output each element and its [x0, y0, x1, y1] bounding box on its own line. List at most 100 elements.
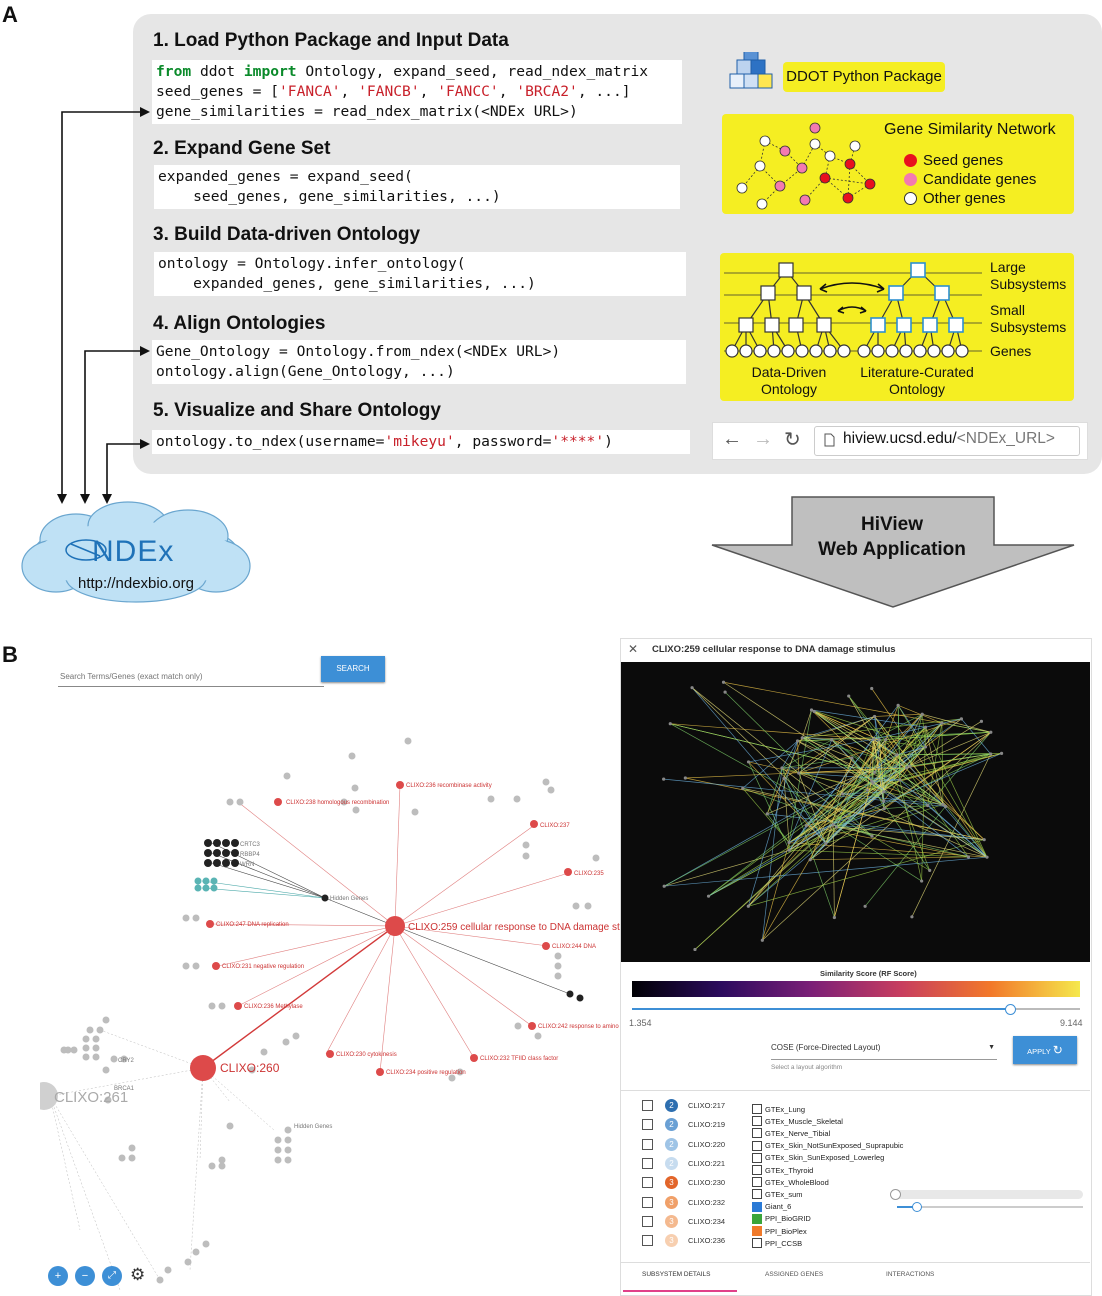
network-node[interactable]: [693, 948, 696, 951]
zoom-in-icon[interactable]: +: [48, 1266, 68, 1286]
feature-checkbox[interactable]: [752, 1177, 762, 1187]
network-node[interactable]: [796, 739, 799, 742]
network-node[interactable]: [883, 807, 886, 810]
network-node[interactable]: [782, 777, 785, 780]
network-node[interactable]: [788, 849, 791, 852]
clixo260-label[interactable]: CLIXO:260: [220, 1061, 280, 1075]
weight-slider-2[interactable]: [897, 1206, 1083, 1208]
network-node[interactable]: [813, 710, 816, 713]
network-node[interactable]: [669, 722, 672, 725]
tab-assigned-genes[interactable]: ASSIGNED GENES: [765, 1271, 823, 1278]
feature-checkbox[interactable]: [752, 1226, 762, 1236]
network-node[interactable]: [908, 765, 911, 768]
row-checkbox[interactable]: [642, 1139, 653, 1150]
network-node[interactable]: [870, 687, 873, 690]
network-node[interactable]: [882, 800, 885, 803]
network-node[interactable]: [741, 787, 744, 790]
threshold-slider-handle[interactable]: [1005, 1004, 1016, 1015]
network-node[interactable]: [941, 803, 944, 806]
row-checkbox[interactable]: [642, 1119, 653, 1130]
network-node[interactable]: [1000, 752, 1003, 755]
network-node[interactable]: [832, 823, 835, 826]
network-node[interactable]: [690, 686, 693, 689]
row-checkbox[interactable]: [642, 1100, 653, 1111]
close-icon[interactable]: ✕: [628, 642, 638, 656]
network-node[interactable]: [873, 771, 876, 774]
feature-option[interactable]: PPI_CCSB: [752, 1238, 802, 1248]
network-node[interactable]: [873, 715, 876, 718]
network-node[interactable]: [810, 708, 813, 711]
network-node[interactable]: [898, 778, 901, 781]
network-node[interactable]: [830, 738, 833, 741]
feature-option[interactable]: GTEx_sum: [752, 1189, 803, 1199]
network-node[interactable]: [895, 753, 898, 756]
network-node[interactable]: [878, 738, 881, 741]
tab-interactions[interactable]: INTERACTIONS: [886, 1271, 934, 1278]
main-node-label[interactable]: CLIXO:259 cellular response to DNA damag…: [408, 922, 620, 933]
reload-icon[interactable]: ↻: [784, 427, 801, 452]
feature-option[interactable]: GTEx_Skin_SunExposed_Lowerleg: [752, 1153, 884, 1163]
tab-subsystem-details[interactable]: SUBSYSTEM DETAILS: [642, 1271, 711, 1278]
network-node[interactable]: [847, 694, 850, 697]
network-node[interactable]: [864, 905, 867, 908]
network-node[interactable]: [809, 858, 812, 861]
feature-checkbox[interactable]: [752, 1165, 762, 1175]
network-node[interactable]: [866, 788, 869, 791]
network-node[interactable]: [761, 939, 764, 942]
network-node[interactable]: [921, 713, 924, 716]
search-input[interactable]: [58, 666, 324, 687]
network-node[interactable]: [960, 717, 963, 720]
feature-option[interactable]: GTEx_Nerve_Tibial: [752, 1128, 830, 1138]
network-node[interactable]: [841, 792, 844, 795]
feature-option[interactable]: Giant_6: [752, 1202, 791, 1212]
network-node[interactable]: [920, 879, 923, 882]
clixo261-label[interactable]: CLIXO:261: [54, 1089, 128, 1106]
feature-option[interactable]: PPI_BioGRID: [752, 1214, 811, 1224]
feature-checkbox[interactable]: [752, 1238, 762, 1248]
network-node[interactable]: [824, 842, 827, 845]
back-arrow-icon[interactable]: ←: [722, 428, 742, 451]
network-node[interactable]: [983, 838, 986, 841]
weight-slider-1[interactable]: [893, 1190, 1083, 1199]
network-node[interactable]: [882, 790, 885, 793]
network-node[interactable]: [884, 738, 887, 741]
forward-arrow-icon[interactable]: →: [753, 428, 773, 451]
network-node[interactable]: [722, 681, 725, 684]
network-node[interactable]: [872, 738, 875, 741]
weight-slider-1-handle[interactable]: [890, 1189, 901, 1200]
network-node[interactable]: [989, 731, 992, 734]
feature-checkbox[interactable]: [752, 1116, 762, 1126]
feature-option[interactable]: GTEx_WholeBlood: [752, 1177, 829, 1187]
feature-option[interactable]: GTEx_Muscle_Skeletal: [752, 1116, 843, 1126]
fit-icon[interactable]: ⤢: [102, 1266, 122, 1286]
network-node[interactable]: [835, 825, 838, 828]
ontology-graph[interactable]: CLIXO:238 homologous recombination CLIXO…: [40, 730, 620, 1294]
feature-option[interactable]: GTEx_Skin_NotSunExposed_Suprapubic: [752, 1141, 903, 1151]
network-node[interactable]: [924, 726, 927, 729]
network-node[interactable]: [985, 856, 988, 859]
network-node[interactable]: [905, 766, 908, 769]
feature-option[interactable]: PPI_BioPlex: [752, 1226, 807, 1236]
feature-checkbox[interactable]: [752, 1214, 762, 1224]
network-node[interactable]: [766, 812, 769, 815]
network-node[interactable]: [787, 841, 790, 844]
network-node[interactable]: [747, 760, 750, 763]
row-checkbox[interactable]: [642, 1158, 653, 1169]
network-node[interactable]: [801, 736, 804, 739]
network-node[interactable]: [967, 855, 970, 858]
network-node[interactable]: [910, 915, 913, 918]
network-node[interactable]: [980, 720, 983, 723]
weight-slider-2-handle[interactable]: [912, 1202, 922, 1212]
network-node[interactable]: [780, 766, 783, 769]
feature-checkbox[interactable]: [752, 1128, 762, 1138]
network-node[interactable]: [897, 704, 900, 707]
row-checkbox[interactable]: [642, 1197, 653, 1208]
network-node[interactable]: [723, 690, 726, 693]
network-node[interactable]: [833, 916, 836, 919]
network-node[interactable]: [989, 752, 992, 755]
network-node[interactable]: [924, 745, 927, 748]
network-node[interactable]: [707, 895, 710, 898]
